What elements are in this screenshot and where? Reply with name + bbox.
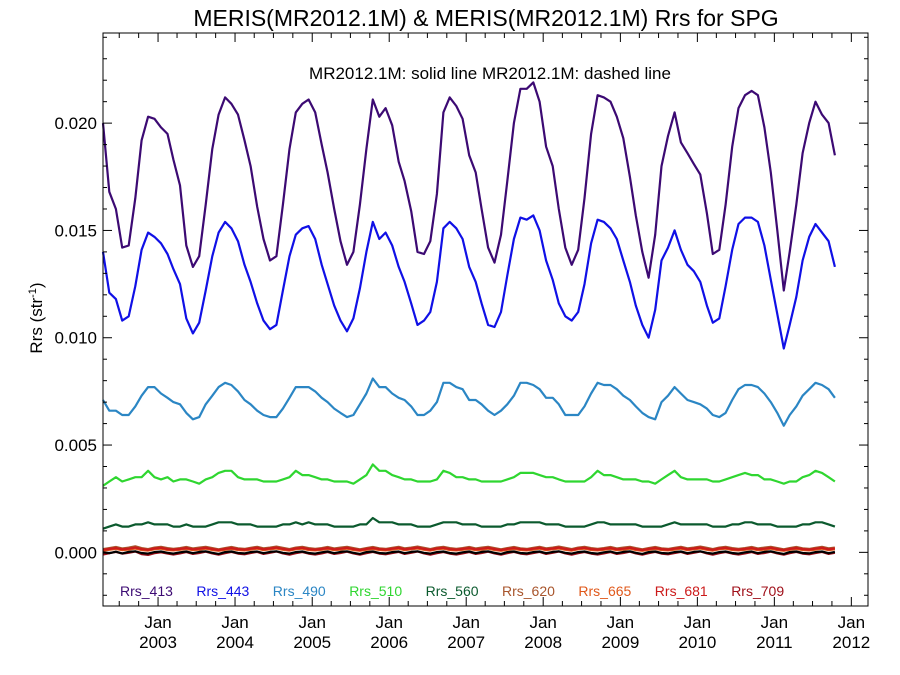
x-tick-year-label: 2011 xyxy=(756,633,793,652)
x-tick-year-label: 2005 xyxy=(293,633,331,652)
x-tick-month-label: Jan xyxy=(529,613,556,632)
x-tick-month-label: Jan xyxy=(299,613,326,632)
series-line-rrs-443 xyxy=(101,214,836,350)
line-style-note: MR2012.1M: solid line MR2012.1M: dashed … xyxy=(309,64,671,83)
x-tick-month-label: Jan xyxy=(376,613,403,632)
series-line-rrs-510 xyxy=(102,463,836,487)
series-line-rrs-413 xyxy=(101,81,836,292)
y-tick-label: 0.015 xyxy=(54,221,97,240)
chart-title: MERIS(MR2012.1M) & MERIS(MR2012.1M) Rrs … xyxy=(193,5,778,31)
legend-entry-rrs-620: Rrs_620 xyxy=(502,583,555,599)
x-tick-month-label: Jan xyxy=(144,613,171,632)
series-layer xyxy=(101,81,836,557)
x-tick-month-label: Jan xyxy=(684,613,711,632)
x-tick-year-label: 2004 xyxy=(216,633,254,652)
y-axis-label: Rrs (str-1) xyxy=(27,282,46,353)
y-tick-label: 0.005 xyxy=(54,436,97,455)
series-line-rrs-490 xyxy=(102,377,836,427)
x-tick-year-label: 2003 xyxy=(139,633,177,652)
legend-entry-rrs-665: Rrs_665 xyxy=(578,583,631,599)
y-tick-label: 0.020 xyxy=(54,114,97,133)
x-tick-year-label: 2009 xyxy=(601,633,639,652)
y-tick-label: 0.010 xyxy=(54,329,97,348)
legend-entry-rrs-510: Rrs_510 xyxy=(349,583,402,599)
legend-entry-rrs-413: Rrs_413 xyxy=(120,583,173,599)
legend-entry-rrs-681: Rrs_681 xyxy=(655,583,708,599)
x-tick-year-label: 2010 xyxy=(678,633,716,652)
x-tick-month-label: Jan xyxy=(221,613,248,632)
series-line-rrs-560 xyxy=(102,516,836,530)
x-tick-month-label: Jan xyxy=(761,613,788,632)
legend-entry-rrs-490: Rrs_490 xyxy=(273,583,326,599)
legend-entry-rrs-709: Rrs_709 xyxy=(731,583,784,599)
x-tick-month-label: Jan xyxy=(838,613,865,632)
axis-ticks: 0.0000.0050.0100.0150.020Jan2003Jan2004J… xyxy=(54,33,870,652)
legend: Rrs_413 Rrs_443 Rrs_490 Rrs_510 Rrs_560 Rrs_6… xyxy=(120,583,784,599)
series-line-unlabeled-9 xyxy=(102,550,836,556)
x-tick-month-label: Jan xyxy=(607,613,634,632)
x-tick-year-label: 2008 xyxy=(524,633,562,652)
y-tick-label: 0.000 xyxy=(54,543,97,562)
series-line-rrs-681 xyxy=(102,546,836,552)
legend-entry-rrs-443: Rrs_443 xyxy=(196,583,249,599)
legend-entry-rrs-560: Rrs_560 xyxy=(426,583,479,599)
x-tick-year-label: 2007 xyxy=(447,633,485,652)
plot-frame xyxy=(102,32,869,607)
x-tick-month-label: Jan xyxy=(452,613,479,632)
x-tick-year-label: 2012 xyxy=(832,633,870,652)
x-tick-year-label: 2006 xyxy=(370,633,408,652)
